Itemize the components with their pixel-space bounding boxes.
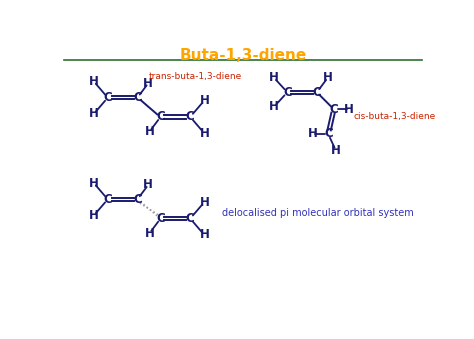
Text: H: H: [331, 143, 341, 157]
Text: H: H: [89, 107, 99, 120]
Text: C: C: [104, 91, 112, 104]
Text: cis-buta-1,3-diene: cis-buta-1,3-diene: [353, 113, 435, 121]
Text: H: H: [200, 196, 210, 209]
Text: H: H: [89, 177, 99, 190]
Text: H: H: [143, 77, 153, 89]
Text: H: H: [200, 94, 210, 107]
Text: C: C: [185, 111, 194, 123]
Text: H: H: [200, 126, 210, 140]
Text: C: C: [329, 103, 338, 116]
Text: H: H: [200, 228, 210, 241]
Text: H: H: [89, 209, 99, 222]
Text: C: C: [324, 127, 333, 140]
Text: H: H: [344, 103, 354, 116]
Text: H: H: [269, 100, 279, 114]
Text: H: H: [143, 178, 153, 191]
Text: C: C: [185, 212, 194, 225]
Text: H: H: [308, 127, 318, 140]
Text: trans-buta-1,3-diene: trans-buta-1,3-diene: [149, 72, 242, 81]
Text: delocalised pi molecular orbital system: delocalised pi molecular orbital system: [222, 208, 414, 218]
Text: H: H: [269, 71, 279, 84]
Text: C: C: [133, 193, 142, 206]
Text: H: H: [323, 71, 333, 84]
Text: H: H: [145, 125, 155, 138]
Text: Buta-1,3-diene: Buta-1,3-diene: [179, 47, 307, 63]
Text: C: C: [156, 212, 165, 225]
Text: C: C: [312, 86, 321, 99]
Text: H: H: [145, 227, 155, 240]
Text: C: C: [156, 111, 165, 123]
Text: C: C: [104, 193, 112, 206]
Text: H: H: [89, 75, 99, 88]
Text: C: C: [133, 91, 142, 104]
Text: C: C: [283, 86, 292, 99]
